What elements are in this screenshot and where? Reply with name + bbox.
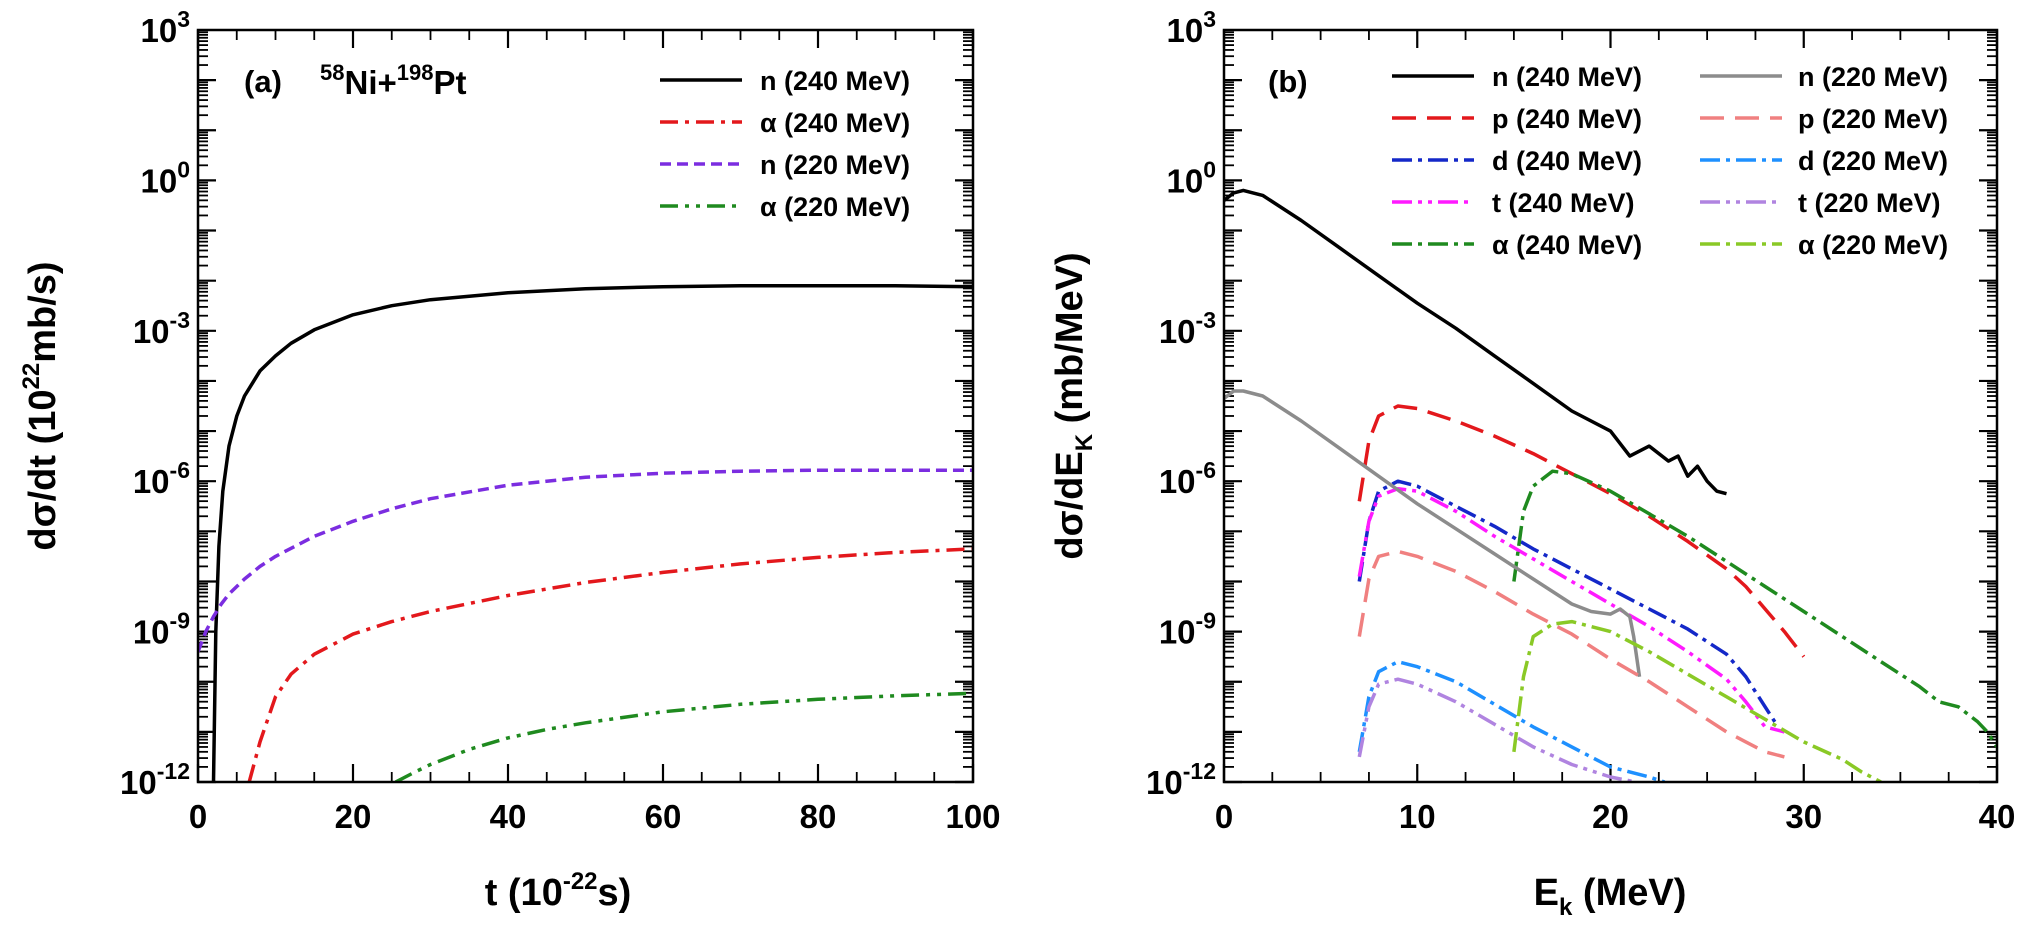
panel-a-series <box>198 283 973 782</box>
legend-entry: α (240 MeV) <box>760 108 910 138</box>
legend-entry: n (220 MeV) <box>760 150 910 180</box>
x-tick-label: 60 <box>645 798 682 835</box>
series-line-p-240mev <box>1357 404 1806 658</box>
x-tick-label: 80 <box>800 798 837 835</box>
legend-entry: d (240 MeV) <box>1492 146 1642 176</box>
legend-entry: n (240 MeV) <box>1492 62 1642 92</box>
legend-entry: α (240 MeV) <box>1492 230 1642 260</box>
legend-entry: d (220 MeV) <box>1798 146 1948 176</box>
series-line-α-240mev <box>247 547 973 782</box>
panel-b-y-tick-labels: 103 100 10-3 10-6 10-9 10-12 <box>1146 6 1216 801</box>
series-line-α-220mev <box>394 691 973 782</box>
y-tick-label: 103 <box>140 6 190 49</box>
series-line-p-220mev <box>1357 549 1785 759</box>
series-line-n-240mev <box>211 283 973 782</box>
panel-b-x-axis-label: Ek (MeV) <box>1534 872 1687 921</box>
legend-entry: n (220 MeV) <box>1798 62 1948 92</box>
x-tick-label: 0 <box>189 798 207 835</box>
legend-entry: n (240 MeV) <box>760 66 910 96</box>
panel-a-x-axis-label: t (10-22s) <box>485 868 632 914</box>
series-line-d-220mev <box>1357 659 1666 782</box>
y-tick-label: 100 <box>1166 156 1216 199</box>
panel-a-y-tick-labels: 103 100 10-3 10-6 10-9 10-12 <box>120 6 190 801</box>
panel-a-frame <box>196 28 975 784</box>
series-line-α-220mev <box>1512 619 1882 782</box>
panel-b-legend: n (240 MeV) p (240 MeV) d (240 MeV) t (240 … <box>1392 62 1948 260</box>
panel-b-ticks <box>1222 30 1999 784</box>
x-tick-label: 10 <box>1399 798 1436 835</box>
panel-a-x-tick-labels: 0 20 40 60 80 100 <box>189 798 1001 835</box>
legend-entry: α (220 MeV) <box>1798 230 1948 260</box>
x-tick-label: 20 <box>1592 798 1629 835</box>
legend-entry: p (240 MeV) <box>1492 104 1642 134</box>
y-tick-label: 10-3 <box>133 307 190 350</box>
panel-b-y-axis-label: dσ/dEK (mb/MeV) <box>1049 252 1098 559</box>
panel-a-y-axis-label: dσ/dt (1022mb/s) <box>18 261 64 550</box>
series-line-α-240mev <box>1512 469 1997 748</box>
panel-b-x-tick-labels: 0 10 20 30 40 <box>1215 798 2016 835</box>
panel-b: 0 10 20 30 40 103 100 10-3 10-6 10-9 10-12 (b) n … <box>1049 6 2015 921</box>
x-tick-label: 0 <box>1215 798 1233 835</box>
series-line-t-220mev <box>1357 677 1636 782</box>
panel-a-legend: n (240 MeV) α (240 MeV) n (220 MeV) α (220 … <box>660 66 910 222</box>
legend-entry: t (240 MeV) <box>1492 188 1635 218</box>
panel-b-frame <box>1222 28 1999 784</box>
legend-entry: t (220 MeV) <box>1798 188 1941 218</box>
x-tick-label: 20 <box>335 798 372 835</box>
y-tick-label: 103 <box>1166 6 1216 49</box>
panel-a: 0 20 40 60 80 100 103 100 10-3 10-6 10-9 10-12 (a)… <box>18 6 1001 914</box>
y-tick-label: 10-6 <box>1159 457 1216 500</box>
panel-b-tag: (b) <box>1268 64 1308 99</box>
panel-b-series <box>1224 188 1997 782</box>
y-tick-label: 10-12 <box>1146 758 1216 801</box>
panel-a-tag: (a) <box>244 64 282 99</box>
y-tick-label: 10-9 <box>133 608 190 651</box>
x-tick-label: 40 <box>490 798 527 835</box>
y-tick-label: 10-3 <box>1159 307 1216 350</box>
y-tick-label: 100 <box>140 156 190 199</box>
y-tick-label: 10-6 <box>133 457 190 500</box>
y-tick-label: 10-12 <box>120 758 190 801</box>
legend-entry: α (220 MeV) <box>760 192 910 222</box>
series-line-n-220mev <box>1224 389 1642 677</box>
series-line-n-220mev <box>198 468 973 653</box>
series-line-t-240mev <box>1357 486 1785 734</box>
panel-a-reaction-title: 58Ni+198Pt <box>320 60 466 101</box>
x-tick-label: 30 <box>1785 798 1822 835</box>
legend-entry: p (220 MeV) <box>1798 104 1948 134</box>
x-tick-label: 100 <box>945 798 1000 835</box>
x-tick-label: 40 <box>1979 798 2016 835</box>
series-line-n-240mev <box>1224 188 1727 496</box>
y-tick-label: 10-9 <box>1159 608 1216 651</box>
